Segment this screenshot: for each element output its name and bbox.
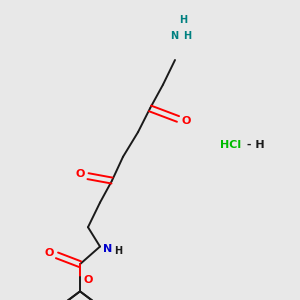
Text: H: H <box>114 246 122 256</box>
Text: N: N <box>103 244 112 254</box>
Text: - H: - H <box>243 140 265 150</box>
Text: O: O <box>83 275 92 285</box>
Text: O: O <box>76 169 85 179</box>
Text: O: O <box>45 248 54 258</box>
Text: H: H <box>179 15 187 25</box>
Text: O: O <box>181 116 190 126</box>
Text: N: N <box>170 31 178 41</box>
Text: HCl: HCl <box>220 140 241 150</box>
Text: H: H <box>183 31 191 41</box>
